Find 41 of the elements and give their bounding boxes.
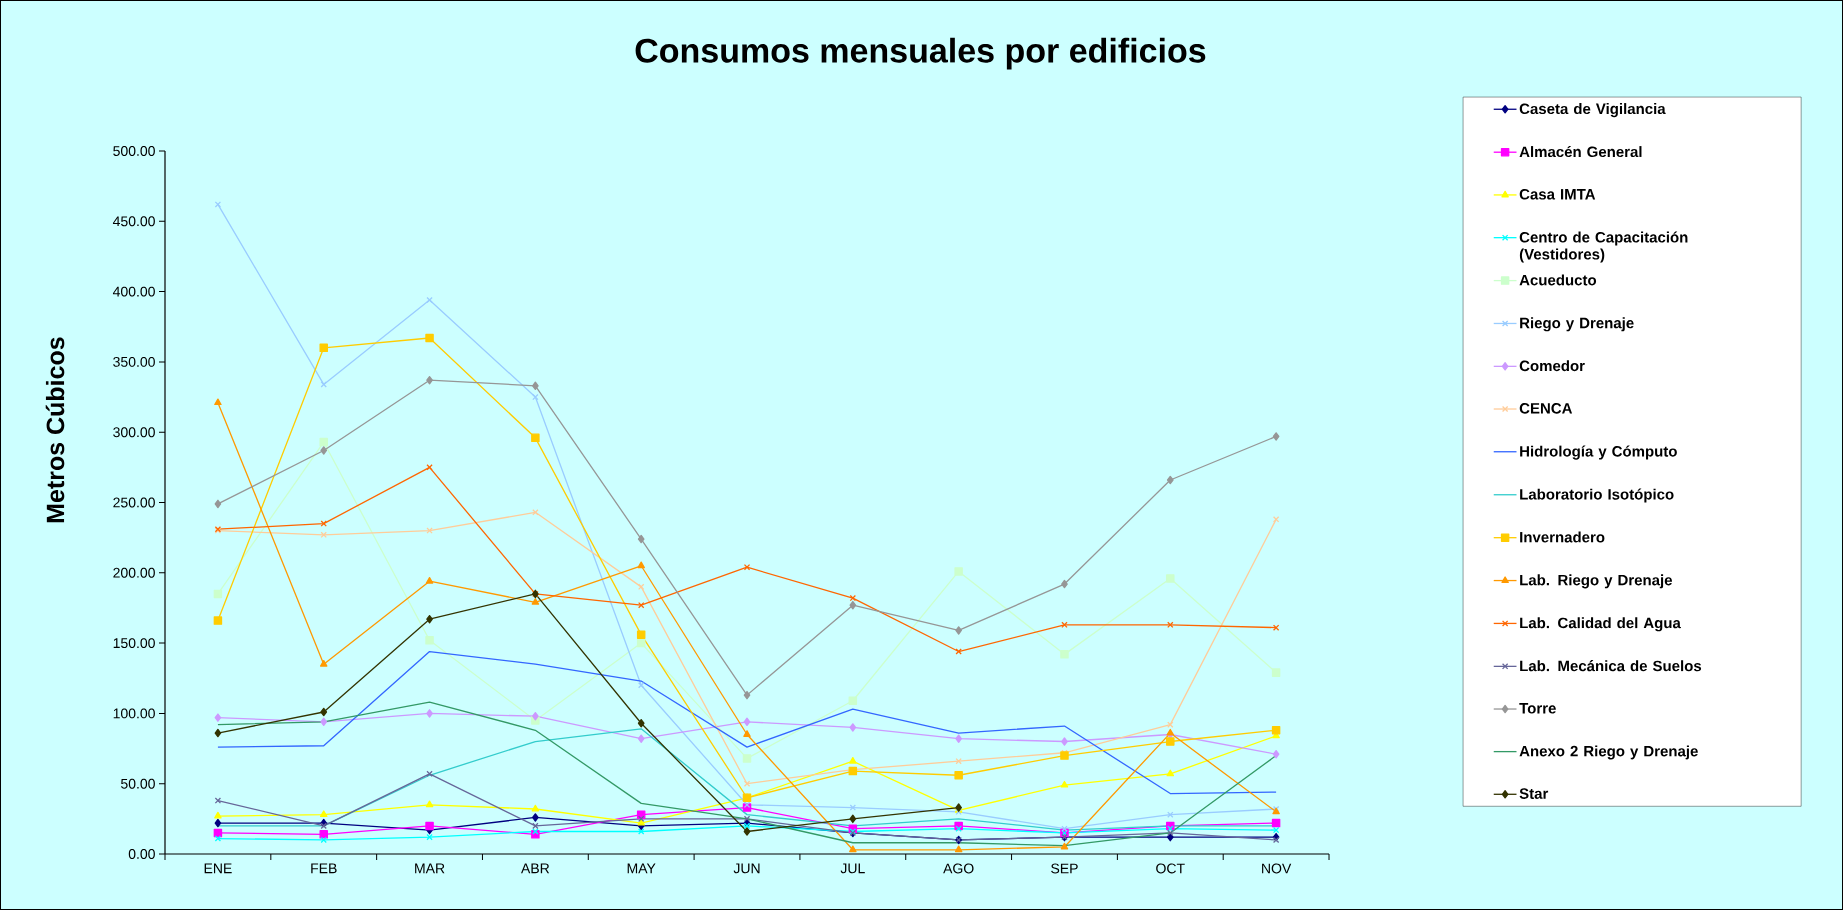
y-tick-label: 150.00: [113, 638, 155, 649]
y-tick-label: 450.00: [112, 216, 155, 227]
y-tick-label: 200.00: [113, 567, 155, 578]
y-tick-label: 250.00: [113, 497, 155, 508]
chart-title: Consumos mensuales por edificios: [635, 37, 1206, 70]
legend-label: Casa IMTA: [1519, 188, 1596, 200]
legend-label: Acueducto: [1519, 274, 1597, 286]
legend-label: Almacén General: [1519, 145, 1642, 158]
legend-label: Torre: [1519, 703, 1556, 714]
legend-label: Lab. Mecánica de Suelos: [1520, 660, 1702, 672]
x-tick-label: JUN: [733, 863, 760, 874]
legend-label: Hidrología y Cómputo: [1520, 445, 1677, 460]
legend-label: Anexo 2 Riego y Drenaje: [1519, 745, 1698, 760]
legend-label: Laboratorio Isotópico: [1520, 488, 1674, 503]
legend-label: Caseta de Vigilancia: [1519, 103, 1666, 118]
legend-label: Star: [1519, 788, 1549, 799]
y-tick-label: 350.00: [113, 356, 155, 367]
y-tick-label: 50.00: [121, 778, 155, 789]
x-tick-label: AGO: [943, 863, 974, 874]
x-tick-label: OCT: [1156, 863, 1185, 874]
x-tick-label: MAR: [415, 863, 445, 874]
y-tick-label: 0.00: [128, 849, 155, 859]
x-tick-label: MAY: [627, 863, 656, 874]
legend-label: Lab. Calidad del Agua: [1520, 617, 1681, 632]
y-tick-label: 500.00: [113, 146, 155, 156]
x-tick-label: ABR: [521, 863, 550, 874]
y-axis-title: Metros Cúbicos: [45, 337, 65, 523]
x-tick-label: JUL: [840, 863, 865, 874]
x-tick-label: SEP: [1051, 863, 1078, 874]
y-tick-label: 400.00: [112, 286, 155, 297]
x-tick-label: FEB: [311, 863, 337, 874]
x-tick-label: ENE: [204, 863, 232, 874]
x-tick-label: NOV: [1262, 863, 1292, 874]
legend-label: Comedor: [1519, 360, 1585, 372]
y-tick-label: 300.00: [113, 427, 155, 438]
legend-label: Lab. Riego y Drenaje: [1520, 574, 1672, 589]
y-tick-label: 100.00: [113, 708, 155, 719]
legend-label: CENCA: [1519, 403, 1573, 414]
legend-label: Invernadero: [1520, 531, 1605, 543]
legend-label: Riego y Drenaje: [1520, 317, 1634, 332]
legend-label: Centro de Capacitación (Vestidores): [1519, 231, 1688, 263]
